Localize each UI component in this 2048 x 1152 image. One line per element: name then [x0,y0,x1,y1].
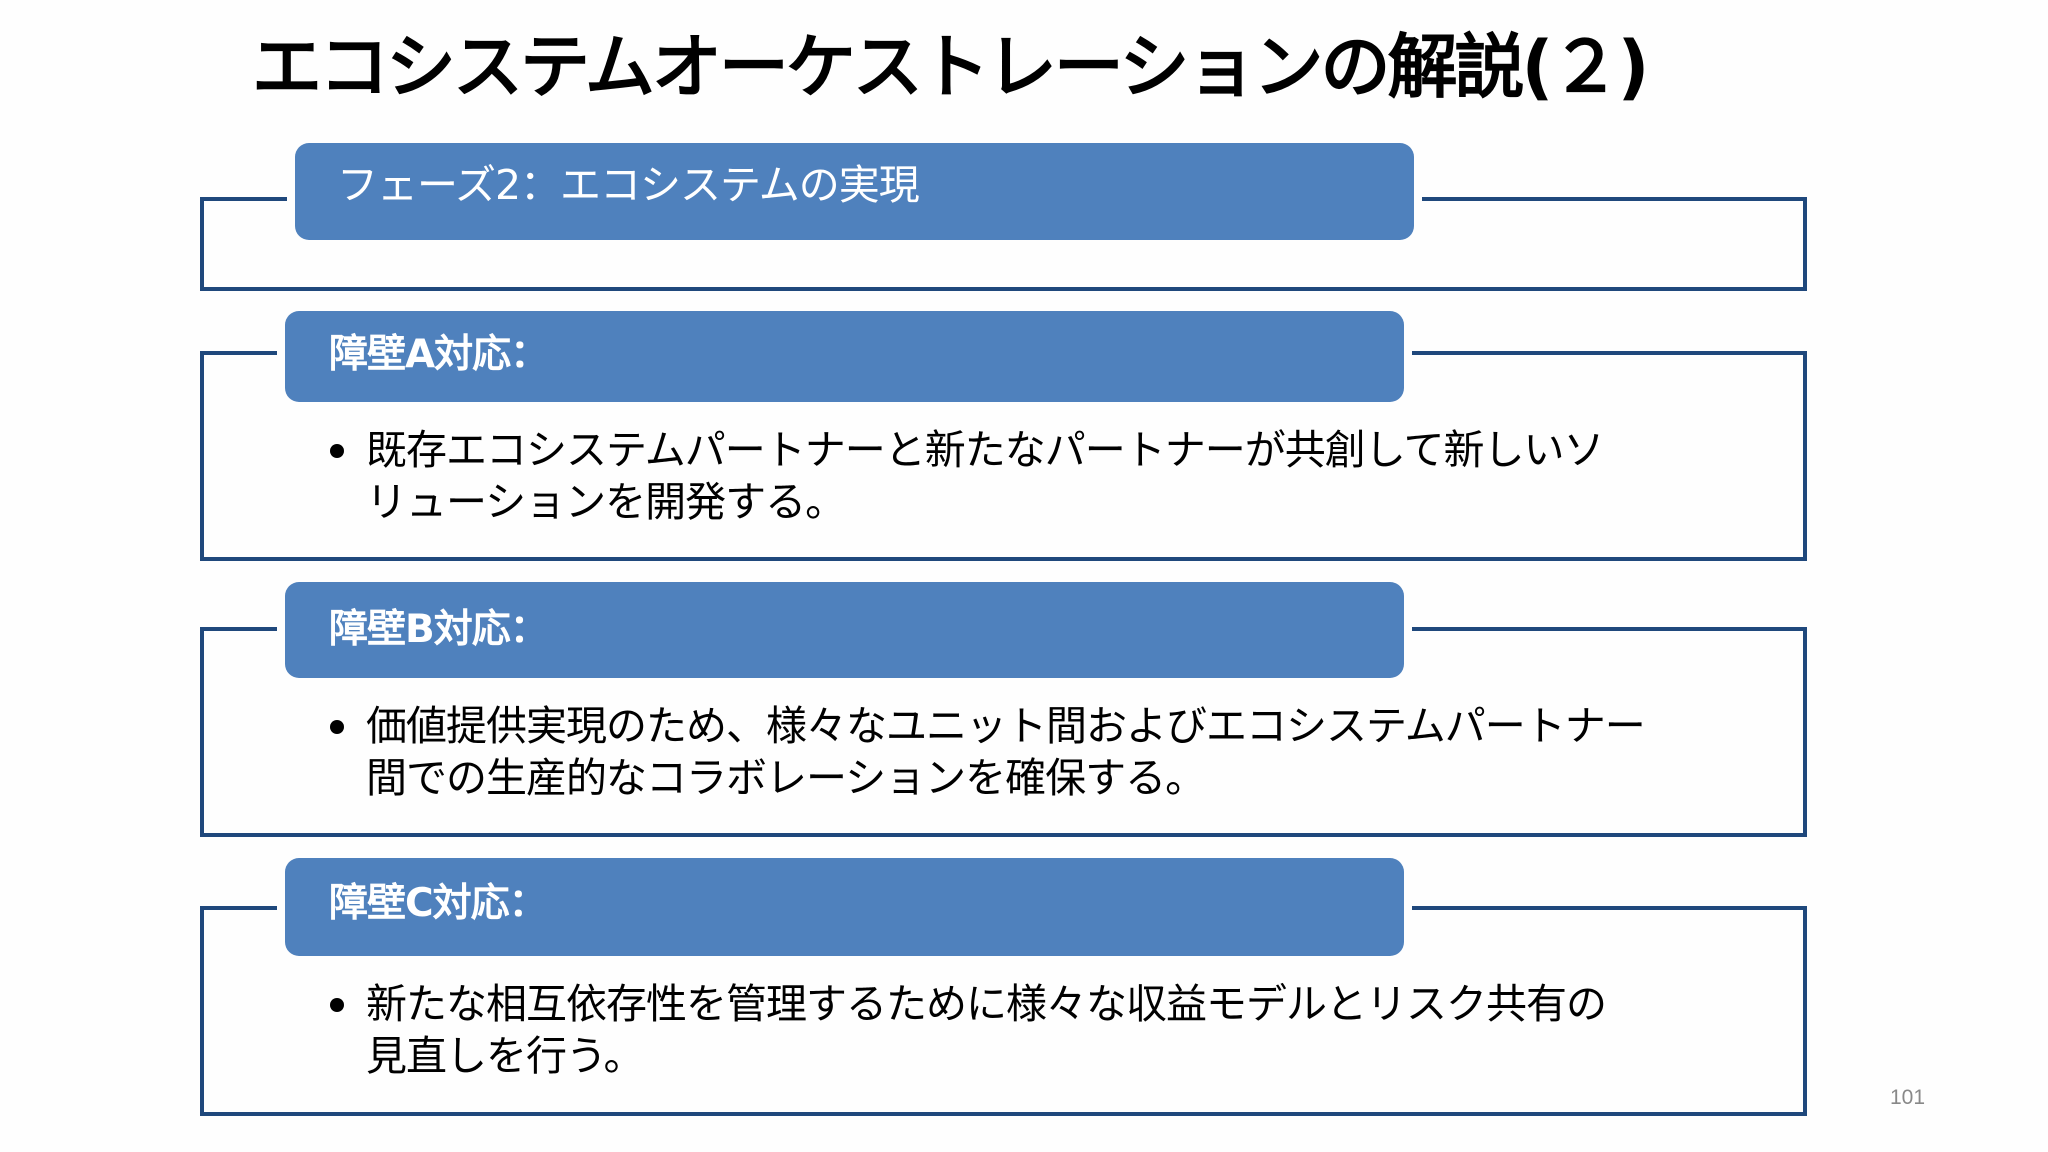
barrier-a-bullet-text: 既存エコシステムパートナーと新たなパートナーが共創して新しいソ リューションを開… [366,424,1746,528]
barrier-a-bullet-line1: 既存エコシステムパートナーと新たなパートナーが共創して新しいソ [366,426,1605,474]
barrier-b-bullet-line2: 間での生産的なコラボレーションを確保する。 [366,754,1206,802]
barrier-b-pill: 障壁B対応： [285,582,1404,678]
barrier-a-label: 障壁A対応： [329,332,549,377]
barrier-c-bullet-line1: 新たな相互依存性を管理するために様々な収益モデルとリスク共有の [366,980,1607,1028]
barrier-b-bullet-text: 価値提供実現のため、様々なユニット間およびエコシステムパートナー 間での生産的な… [366,700,1746,804]
barrier-c-bullet-line2: 見直しを行う。 [366,1032,645,1080]
barrier-b-bullet-line1: 価値提供実現のため、様々なユニット間およびエコシステムパートナー [366,702,1646,750]
barrier-a-pill: 障壁A対応： [285,311,1404,402]
slide-title: エコシステムオーケストレーションの解説(２) [252,26,1649,108]
barrier-c-bullet-text: 新たな相互依存性を管理するために様々な収益モデルとリスク共有の 見直しを行う。 [366,978,1746,1082]
bullet-icon [330,444,344,458]
bullet-icon [330,998,344,1012]
barrier-c-pill: 障壁C対応： [285,858,1404,956]
phase-header-pill: フェーズ2：エコシステムの実現 [295,143,1414,240]
barrier-c-label: 障壁C対応： [329,881,548,926]
phase-header-label: フェーズ2：エコシステムの実現 [337,161,920,209]
barrier-c-bullet: 新たな相互依存性を管理するために様々な収益モデルとリスク共有の 見直しを行う。 [330,978,1750,1082]
barrier-a-bullet: 既存エコシステムパートナーと新たなパートナーが共創して新しいソ リューションを開… [330,424,1750,528]
barrier-a-bullet-line2: リューションを開発する。 [366,478,846,526]
bullet-icon [330,720,344,734]
barrier-b-label: 障壁B対応： [329,607,549,652]
page-number: 101 [1890,1086,1926,1109]
barrier-b-bullet: 価値提供実現のため、様々なユニット間およびエコシステムパートナー 間での生産的な… [330,700,1750,804]
